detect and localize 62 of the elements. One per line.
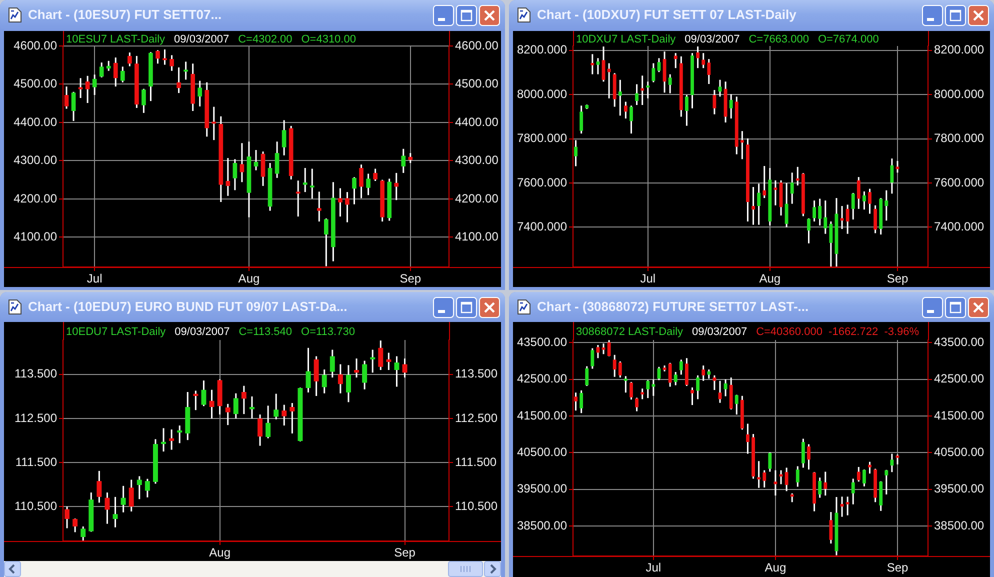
y2-tick-label: 4500.00 [455,76,499,91]
y-tick-label: 4300.00 [14,153,58,168]
y-tick-label: 4400.00 [14,114,58,129]
y2-tick-label: 112.500 [455,410,498,425]
y-tick-label: 43500.00 [516,335,568,350]
y-tick-label: 38500.00 [516,518,568,532]
y-tick-label: 7400.000 [516,220,568,234]
y-tick-label: 111.500 [15,454,58,469]
y-tick-label: 4500.00 [14,76,58,91]
y2-tick-label: 4200.00 [455,191,499,206]
y2-tick-label: 7600.000 [934,175,984,190]
y-tick-label: 40500.00 [516,444,568,459]
chart-subtitle: 10EDU7 LAST-Daily 09/03/2007 C=113.540 O=113.730 [66,326,355,338]
x-tick-label: Sep [886,560,908,575]
x-tick-label: Aug [764,560,786,575]
chart-title: Chart - (10ESU7) FUT SETT07... [28,7,222,22]
y2-tick-label: 111.500 [455,454,497,469]
y2-tick-label: 43500.00 [934,335,984,350]
chart-subtitle: 30868072 LAST-Daily 09/03/2007 [576,326,748,338]
y2-tick-label: 113.500 [455,366,498,381]
y-tick-label: 8200.000 [516,42,568,57]
y-tick-label: 112.500 [14,410,58,425]
x-tick-label: Aug [209,546,230,560]
y2-tick-label: 38500.00 [934,518,984,532]
y2-tick-label: 41500.00 [934,408,984,422]
y-tick-label: 4100.00 [14,229,58,244]
y-tick-label: 4600.00 [14,38,58,52]
text: C=40360.000 -1662.722 -3.96% [756,326,920,338]
x-tick-label: Sep [400,272,422,286]
y2-tick-label: 110.500 [455,498,498,513]
y2-tick-label: 8000.000 [934,86,984,101]
y2-tick-label: 4400.00 [455,114,499,129]
y2-tick-label: 4100.00 [455,229,499,244]
y-tick-label: 8000.000 [516,86,568,101]
y-tick-label: 4200.00 [14,191,58,206]
y-tick-label: 7800.000 [516,131,568,146]
y2-tick-label: 42500.00 [934,372,984,386]
y2-tick-label: 39500.00 [934,482,984,496]
chart-subtitle: 10ESU7 LAST-Daily 09/03/2007 C=4302.00 O=4310.00 [66,34,356,46]
chart-title: Chart - (30868072) FUTURE SETT07 LAST-... [537,299,809,314]
y2-tick-label: 7400.000 [934,220,984,234]
y2-tick-label: 8200.000 [934,42,984,57]
x-tick-label: Jul [646,560,662,575]
x-tick-label: Sep [394,546,416,560]
y2-tick-label: 7800.000 [934,131,984,146]
chart-title: Chart - (10EDU7) EURO BUND FUT 09/07 LAST-Da... [28,299,348,314]
x-tick-label: Jul [86,272,102,286]
y-tick-label: 42500.00 [516,372,568,386]
y-tick-label: 113.500 [14,366,58,381]
y2-tick-label: 4300.00 [455,153,499,168]
x-tick-label: Aug [759,272,781,286]
y2-tick-label: 4600.00 [455,38,499,52]
y-tick-label: 41500.00 [516,408,568,422]
y2-tick-label: 40500.00 [934,444,984,459]
chart-subtitle: 10DXU7 LAST-Daily 09/03/2007 C=7663.000 O=7674.000 [576,34,879,46]
y-tick-label: 39500.00 [516,482,568,496]
x-tick-label: Aug [238,272,260,286]
x-tick-label: Jul [640,272,656,286]
y-tick-label: 7600.000 [516,175,568,190]
x-tick-label: Sep [886,272,908,286]
y-tick-label: 110.500 [14,498,58,513]
chart-title: Chart - (10DXU7) FUT SETT 07 LAST-Daily [537,7,796,22]
